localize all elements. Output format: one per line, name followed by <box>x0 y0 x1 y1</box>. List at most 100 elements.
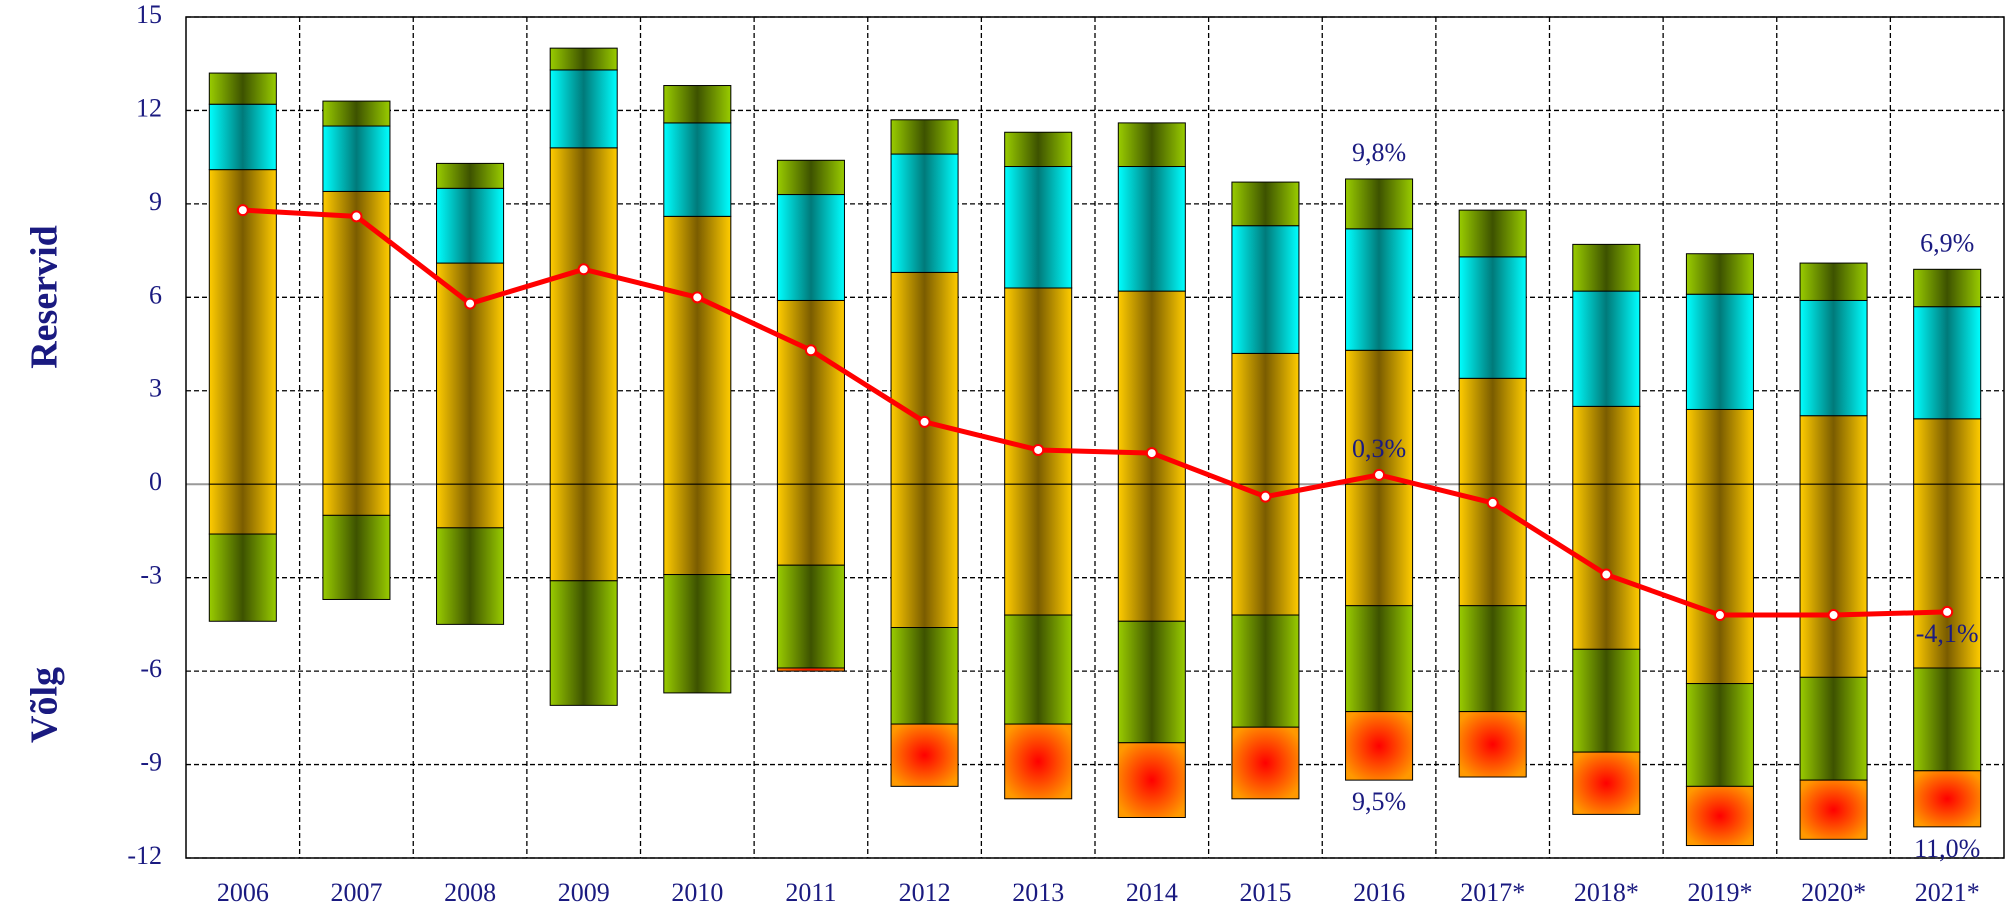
bar-segment <box>1685 293 1754 410</box>
bar-segment <box>1685 483 1754 685</box>
bar-segment <box>1685 785 1754 847</box>
bar-segment <box>1685 683 1754 787</box>
bar-segment <box>1913 306 1982 420</box>
x-tick-label: 2015 <box>1239 878 1291 907</box>
y-axis-title-top: Reservid <box>24 225 66 369</box>
line-marker <box>1713 609 1726 622</box>
bar-segment <box>1685 408 1754 485</box>
bar-segment <box>1231 181 1300 227</box>
bar-segment <box>1799 299 1868 417</box>
bar-segment <box>1004 166 1073 289</box>
bar-segment <box>436 483 505 529</box>
bar-segment <box>1117 620 1186 744</box>
line-marker <box>350 210 363 223</box>
line-marker <box>918 415 931 428</box>
x-tick-label: 2020* <box>1801 878 1866 907</box>
bar-segment <box>208 533 277 622</box>
bar-segment <box>1345 483 1414 607</box>
y-tick-label: 15 <box>136 0 162 29</box>
bar-segment <box>1913 770 1982 828</box>
bar-segment <box>1004 131 1073 168</box>
bar-segment <box>1117 483 1186 622</box>
x-tick-label: 2021* <box>1915 878 1980 907</box>
line-marker <box>1827 609 1840 622</box>
bar-segment <box>776 194 845 301</box>
line <box>242 207 1948 618</box>
bar-segment <box>322 190 391 485</box>
bar-segment <box>663 483 732 576</box>
bar-segment <box>890 483 959 629</box>
bar-segment <box>890 627 959 725</box>
y-tick-label: 0 <box>149 467 162 496</box>
bar-segment <box>549 483 618 582</box>
bar-segment <box>1345 711 1414 781</box>
bar-segment <box>1004 483 1073 616</box>
bar-segment <box>1913 483 1982 669</box>
y-tick-label: -3 <box>140 561 162 590</box>
bar-segment <box>890 271 959 485</box>
bar-segment <box>1799 483 1868 678</box>
bar-segment <box>776 483 845 566</box>
bar-segment <box>208 483 277 535</box>
bar-segment <box>1572 290 1641 407</box>
bar-segment <box>1231 225 1300 354</box>
bar-segment <box>1799 779 1868 840</box>
data-label: 0,3% <box>1352 434 1406 463</box>
y-tick-label: -12 <box>127 841 162 870</box>
bar-segment <box>1572 648 1641 753</box>
bar-segment <box>1458 209 1527 258</box>
bar-segment <box>322 483 391 516</box>
line-marker <box>1032 443 1045 456</box>
bar-segment <box>549 47 618 71</box>
bar-segment <box>1231 726 1300 800</box>
x-tick-label: 2018* <box>1574 878 1639 907</box>
line-marker <box>691 291 704 304</box>
y-tick-label: 9 <box>149 187 162 216</box>
bar-segment <box>663 215 732 485</box>
bar-segment <box>776 564 845 669</box>
data-label: 9,8% <box>1352 138 1406 167</box>
bar-segment <box>322 514 391 600</box>
line-marker <box>236 204 249 217</box>
bar-segment <box>776 159 845 196</box>
bar-segment <box>1345 178 1414 230</box>
bar-segment <box>436 187 505 264</box>
data-label: 11,0% <box>1914 834 1980 863</box>
x-tick-label: 2010 <box>671 878 723 907</box>
bar-segment <box>549 580 618 706</box>
bar-segment <box>549 147 618 485</box>
bar-segment <box>890 153 959 273</box>
bar-segment <box>1458 711 1527 778</box>
x-tick-label: 2012 <box>899 878 951 907</box>
line-marker <box>1259 490 1272 503</box>
bar-segment <box>890 119 959 155</box>
bar-segment <box>890 723 959 787</box>
x-tick-label: 2016 <box>1353 878 1405 907</box>
bar-segment <box>776 299 845 485</box>
bar-segment <box>436 162 505 189</box>
y-axis-title-bottom: Võlg <box>24 667 66 743</box>
bar-segment <box>1572 405 1641 485</box>
bar-segment <box>1572 751 1641 815</box>
bar-segment <box>1799 415 1868 485</box>
x-tick-label: 2019* <box>1687 878 1752 907</box>
line-marker <box>1373 468 1386 481</box>
bar-segment <box>1458 605 1527 713</box>
data-label: -4,1% <box>1916 619 1979 648</box>
bar-segment <box>1231 483 1300 616</box>
x-tick-label: 2009 <box>558 878 610 907</box>
bar-segment <box>1231 614 1300 728</box>
x-tick-label: 2007 <box>330 878 382 907</box>
bar-segment <box>1572 243 1641 292</box>
y-tick-label: 12 <box>136 93 162 122</box>
bar-segment <box>1913 268 1982 308</box>
bar-segment <box>1117 122 1186 168</box>
y-tick-label: -9 <box>140 748 162 777</box>
data-label: 9,5% <box>1352 787 1406 816</box>
bar-segment <box>436 527 505 625</box>
bar-segment <box>1004 723 1073 800</box>
bar-segment <box>1913 667 1982 772</box>
bar-segment <box>1117 742 1186 819</box>
bar-segment <box>1345 605 1414 713</box>
bar-segment <box>663 85 732 124</box>
